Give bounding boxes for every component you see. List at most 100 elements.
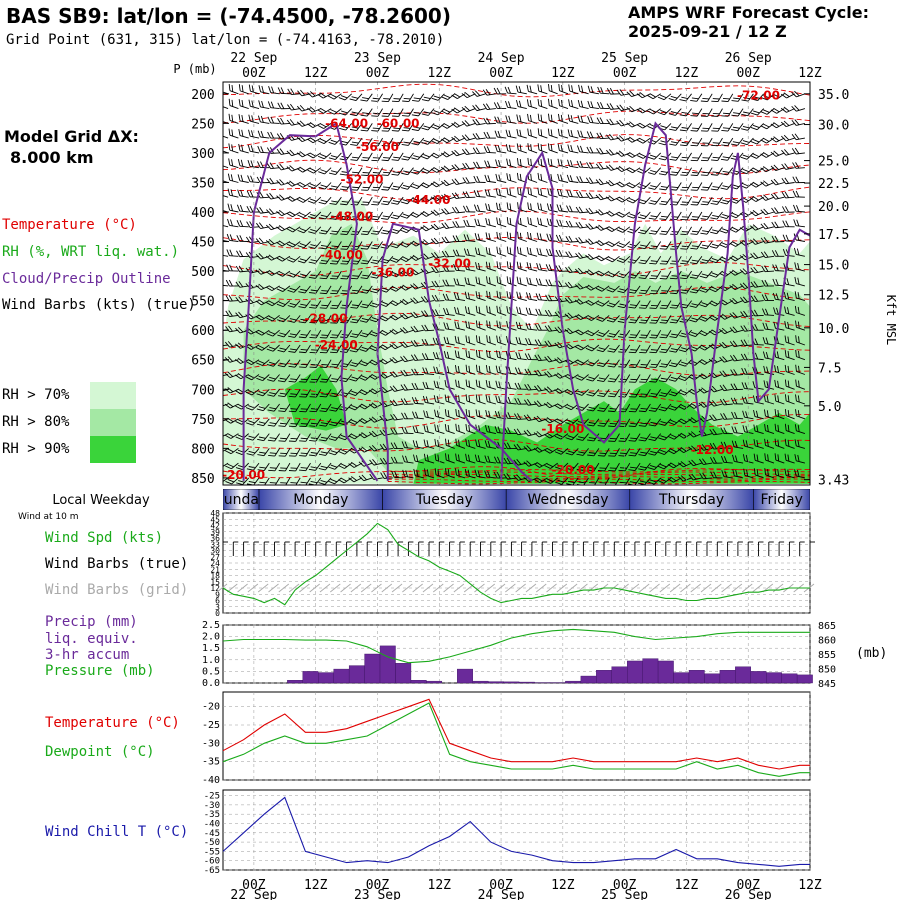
wind-barb (319, 433, 332, 442)
bottom-hour-label: 12Z (428, 878, 452, 893)
wind-barb (360, 152, 373, 162)
grid-point-subtitle: Grid Point (631, 315) lat/lon = (-74.416… (6, 32, 445, 48)
wind-barb (247, 144, 260, 154)
pressure-tick-label: 650 (191, 354, 214, 369)
wind-barb (690, 108, 703, 117)
wind-barb (319, 270, 332, 280)
wind-barb (223, 194, 229, 198)
temperature-label: -24.00 (315, 338, 358, 352)
wind-barb (381, 182, 394, 191)
wind-barb (700, 226, 713, 235)
windchill-panel-tick-label: -65 (204, 866, 220, 876)
wind-barb (340, 211, 353, 221)
wind-barb (527, 217, 538, 228)
wind-barb (461, 105, 476, 113)
wind-barb (700, 167, 713, 176)
wind-barb (485, 232, 497, 242)
wind-barb (527, 128, 538, 139)
precip-bar (796, 674, 813, 684)
wind-barb (319, 418, 332, 427)
wind-barb (410, 196, 425, 204)
wind-barb (485, 409, 497, 420)
wind-barb (359, 359, 373, 367)
forecast-cycle-value: 2025-09-21 / 12 Z (628, 22, 787, 41)
wind-barb (223, 477, 229, 484)
wind-barb (770, 150, 785, 157)
wind-barb (680, 152, 692, 161)
wind-barb (434, 424, 445, 435)
wind-barb (338, 108, 353, 116)
wind-barb (464, 468, 476, 479)
wind-barb (453, 278, 466, 287)
wind-barb (537, 187, 548, 198)
precip-label-2: liq. equiv. (45, 631, 138, 647)
wind-barb (616, 89, 630, 96)
wind-barb (486, 305, 497, 316)
wind-barb (493, 87, 507, 95)
wind-barb (700, 137, 713, 147)
wind-barb (451, 178, 466, 185)
wind-barb (455, 453, 466, 464)
cross-section-ylabel: P (mb) (173, 62, 216, 76)
wind-barb (307, 91, 321, 98)
precip-panel-tick-label: 0.0 (202, 678, 220, 689)
wind-barb (463, 219, 476, 228)
wind-barb (319, 403, 332, 412)
wind-barb (441, 193, 455, 201)
wind-barb (719, 241, 734, 248)
wind-barb (411, 382, 424, 390)
wind-barb (297, 241, 311, 249)
wind-barb (389, 371, 404, 378)
wind-barb (236, 204, 249, 213)
wind-barb (266, 315, 280, 322)
wind-barb (401, 426, 414, 435)
wind-barb (760, 180, 775, 187)
wind-barb (463, 248, 476, 257)
legend-rh: RH (%, WRT liq. wat.) (2, 244, 180, 260)
wind-barb (475, 262, 486, 272)
legend-rh80-label: RH > 80% (2, 414, 70, 430)
wind-barb (485, 246, 497, 257)
wind-barb (299, 403, 311, 413)
wind-barb (782, 220, 795, 228)
wind-barb (434, 438, 445, 449)
wind-barb (236, 235, 249, 242)
wind-barb (486, 350, 497, 361)
wind-barb (330, 285, 342, 295)
wind-barb (465, 335, 476, 346)
wind-barb (268, 448, 280, 457)
weekday-bar: Sunday Monday Tuesday Wednesday Thursday Frid… (223, 489, 810, 510)
temp-panel-frame (222, 691, 811, 781)
wind-barb (595, 193, 610, 201)
precip-bar (719, 670, 736, 684)
pressure-tick-label: 350 (191, 176, 214, 191)
temp-panel-tick-label: -40 (202, 775, 220, 786)
wind-barb (226, 249, 239, 257)
wind-barb (371, 152, 383, 162)
wind-barb (228, 113, 239, 124)
wind-barb (493, 102, 507, 110)
wind-barb (287, 315, 301, 323)
wind-barb (770, 136, 785, 143)
weekday-label: Local Weekday (52, 493, 150, 508)
wind-barb (659, 196, 672, 206)
wind-barb (361, 211, 373, 221)
wind-barb (690, 123, 703, 132)
wind-barb (700, 93, 713, 102)
wind-barb (330, 270, 342, 280)
pressure-tick-label: 845 (818, 679, 836, 690)
temperature-contour (223, 110, 810, 124)
wind-barb (360, 256, 373, 265)
wind-barb (223, 284, 229, 287)
wind-barb (296, 105, 311, 112)
windchill-panel-tick-label: -50 (204, 838, 220, 848)
wind-barb (288, 389, 301, 398)
wind-barb (400, 182, 414, 190)
wind-barb (700, 196, 713, 206)
temperature-panel-label: Temperature (°C) (45, 715, 180, 731)
top-hour-label: 12Z (798, 66, 822, 81)
precip-bar (487, 681, 504, 684)
precip-bar (395, 663, 412, 684)
wind-barb (246, 462, 260, 471)
wind-barb (475, 276, 486, 287)
